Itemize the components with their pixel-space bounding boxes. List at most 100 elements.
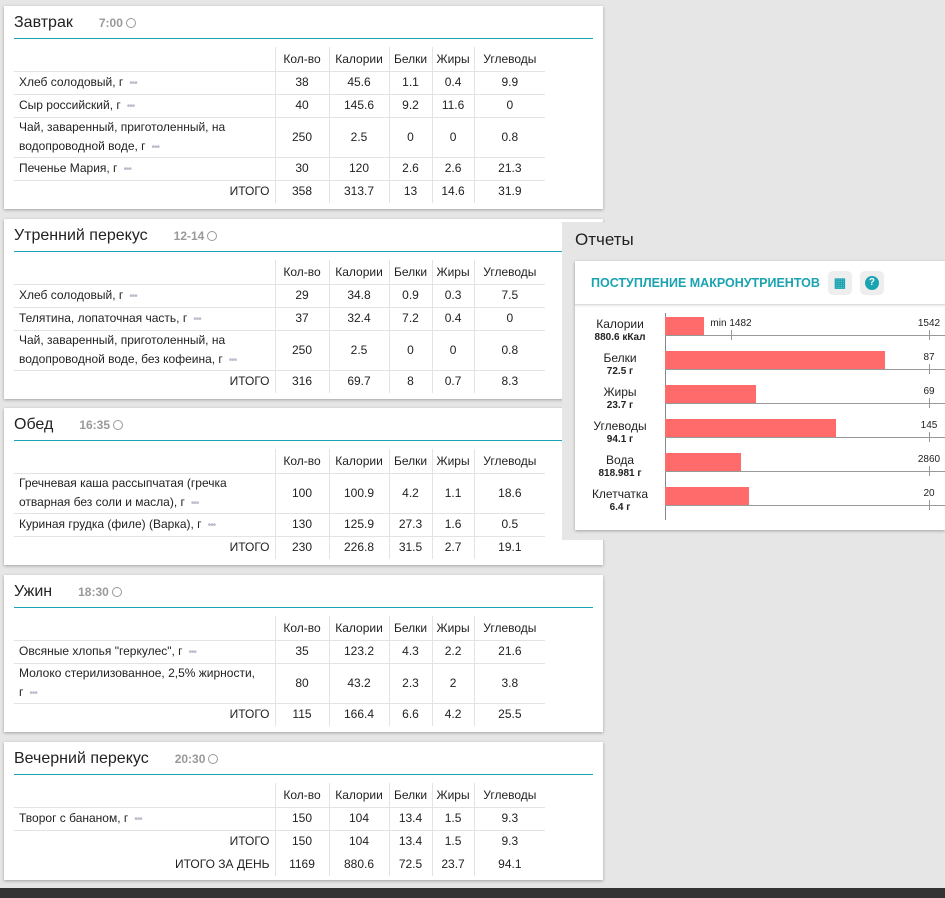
meal-time[interactable]: 20:30	[174, 752, 206, 766]
column-header: Кол-во	[274, 260, 329, 285]
food-name[interactable]: Чай, заваренный, приготоленный, на водоп…	[19, 332, 226, 366]
meal-card: Утренний перекус 12-14 Кол-во Калории Белк…	[4, 219, 603, 399]
column-header: Кол-во	[274, 783, 329, 808]
cell: 0	[431, 117, 475, 158]
target-tick	[929, 466, 930, 476]
total-cell: 150	[274, 830, 329, 853]
meal-time[interactable]: 12-14	[173, 229, 205, 243]
total-row: ИТОГО 115 166.4 6.6 4.2 25.5	[14, 703, 546, 726]
meal-table: Кол-во Калории Белки Жиры Углеводы Хлеб солод…	[14, 47, 546, 203]
column-header: Кол-во	[274, 47, 329, 72]
column-header: Жиры	[431, 47, 475, 72]
taskbar	[0, 888, 945, 898]
total-row: ИТОГО 150 104 13.4 1.5 9.3	[14, 830, 546, 853]
total-cell: 166.4	[328, 703, 389, 726]
meal-time[interactable]: 16:35	[79, 418, 111, 432]
cell: 21.6	[473, 640, 546, 664]
more-icon[interactable]: •••	[207, 519, 216, 531]
meal-card: Ужин 18:30 Кол-во Калории Белки Жиры Углевод…	[4, 575, 603, 732]
food-name[interactable]: Телятина, лопаточная часть, г	[19, 310, 188, 325]
cell: 0.3	[431, 284, 475, 308]
total-cell: 2.7	[431, 536, 475, 559]
food-name[interactable]: Хлеб солодовый, г	[19, 287, 124, 302]
more-icon[interactable]: •••	[29, 687, 37, 699]
total-row: ИТОГО ЗА ДЕНЬ 1169 880.6 72.5 23.7 94.1	[14, 853, 546, 876]
clock-icon	[113, 420, 124, 430]
cell: 21.3	[473, 157, 546, 181]
clock-icon	[207, 231, 218, 241]
meal-time[interactable]: 7:00	[98, 16, 123, 30]
cell: 130	[274, 513, 329, 537]
nutrient-name: Калории	[596, 317, 644, 331]
more-icon[interactable]: •••	[151, 141, 160, 153]
cell: 3.8	[473, 663, 546, 704]
more-icon[interactable]: •••	[129, 77, 137, 89]
target-tick	[929, 364, 930, 374]
more-icon[interactable]: •••	[228, 354, 237, 366]
nutrient-bar	[665, 419, 837, 437]
cell: 0.8	[473, 117, 546, 158]
column-header: Белки	[388, 616, 432, 641]
target-label: 145	[920, 420, 938, 431]
more-icon[interactable]: •••	[123, 163, 131, 175]
cell: 150	[274, 807, 329, 831]
more-icon[interactable]: •••	[190, 497, 199, 509]
help-icon: ?	[864, 275, 879, 290]
more-icon[interactable]: •••	[134, 813, 142, 825]
meal-card: Вечерний перекус 20:30 Кол-во Калории Белк…	[4, 742, 603, 880]
column-header: Калории	[328, 260, 389, 285]
meal-title: Обед	[14, 416, 54, 433]
total-row: ИТОГО 230 226.8 31.5 2.7 19.1	[14, 536, 546, 559]
food-name[interactable]: Овсяные хлопья "геркулес", г	[19, 643, 183, 658]
food-name[interactable]: Печенье Мария, г	[19, 160, 118, 175]
cell: 7.2	[388, 307, 432, 331]
cell: 2.5	[328, 330, 389, 371]
more-icon[interactable]: •••	[126, 100, 135, 112]
cell: 123.2	[328, 640, 389, 664]
nutrient-value: 72.5 г	[606, 366, 634, 377]
help-button[interactable]: ?	[859, 270, 884, 295]
column-header: Кол-во	[274, 449, 329, 474]
more-icon[interactable]: •••	[129, 290, 137, 302]
column-header: Калории	[328, 616, 389, 641]
cell: 38	[274, 71, 329, 95]
cell: 0	[431, 330, 475, 371]
food-name[interactable]: Творог с бананом, г	[19, 810, 129, 825]
total-cell: ИТОГО ЗА ДЕНЬ	[175, 857, 270, 871]
column-header: Жиры	[431, 260, 475, 285]
meal-time[interactable]: 18:30	[78, 585, 109, 599]
total-cell: 69.7	[328, 370, 389, 393]
cell: 0.4	[431, 71, 475, 95]
chart-row: Углеводы 94.1 г 145	[575, 415, 945, 449]
target-tick	[929, 398, 930, 408]
more-icon[interactable]: •••	[188, 646, 197, 658]
cell: 32.4	[328, 307, 389, 331]
column-header: Углеводы	[473, 260, 546, 285]
meal-title: Вечерний перекус	[14, 750, 149, 767]
cell: 1.1	[388, 71, 432, 95]
table-row: Чай, заваренный, приготоленный, на водоп…	[14, 117, 546, 158]
food-name[interactable]: Хлеб солодовый, г	[19, 74, 124, 89]
food-name[interactable]: Чай, заваренный, приготоленный, на водоп…	[19, 119, 226, 153]
cell: 2.5	[328, 117, 389, 158]
clock-icon	[208, 754, 219, 764]
meal-table: Кол-во Калории Белки Жиры Углеводы Овсяные хл…	[14, 616, 546, 726]
calendar-icon: ▦	[833, 274, 847, 290]
total-cell: ИТОГО	[229, 834, 270, 849]
column-header: Углеводы	[473, 783, 546, 808]
food-name[interactable]: Молоко стерилизованное, 2,5% жирности, г	[19, 665, 256, 699]
table-row: Овсяные хлопья "геркулес", г ••• 35 123.2 4.…	[14, 640, 546, 664]
column-header: Кол-во	[274, 616, 329, 641]
cell: 7.5	[473, 284, 546, 308]
more-icon[interactable]: •••	[193, 313, 201, 325]
cell: 0	[388, 117, 432, 158]
cell: 13.4	[388, 807, 432, 831]
calendar-button[interactable]: ▦	[827, 270, 852, 295]
cell: 0	[388, 330, 432, 371]
food-name[interactable]: Сыр российский, г	[19, 97, 121, 112]
cell: 0	[473, 307, 546, 331]
food-name[interactable]: Гречневая каша рассыпчатая (гречка отвар…	[19, 475, 227, 509]
meal-card: Завтрак 7:00 Кол-во Калории Белки Жиры Углев…	[4, 6, 603, 209]
target-tick	[929, 500, 930, 510]
food-name[interactable]: Куриная грудка (филе) (Варка), г	[19, 516, 202, 531]
